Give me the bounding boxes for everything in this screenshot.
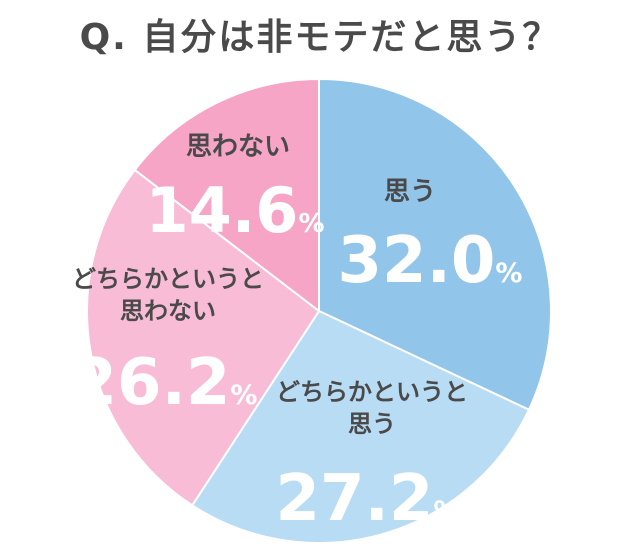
slice-label-3: 思わない [186, 132, 290, 162]
slice-value-2: 26.2% [73, 346, 258, 420]
slice-label-1: どちらかというと思う [276, 378, 468, 438]
pie-slice-1 [190, 309, 531, 544]
pie-slice-3 [133, 77, 320, 314]
pie-slice-0 [318, 77, 552, 412]
slice-label-2: どちらかというと思わない [72, 265, 264, 325]
chart-title: Q. 自分は非モテだと思う？ [79, 17, 561, 58]
pie-slice-2 [86, 168, 321, 507]
slice-value-3: 14.6% [145, 174, 324, 247]
slice-value-1: 27.2% [276, 462, 461, 536]
slice-value-0: 32.0% [338, 224, 523, 298]
slice-label-0: 思う [384, 177, 436, 207]
